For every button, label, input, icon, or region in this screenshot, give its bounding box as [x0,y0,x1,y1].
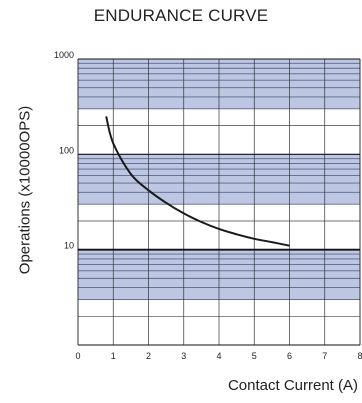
x-tick-label: 0 [75,351,80,361]
endurance-curve [105,116,290,247]
y-tick-label: 10 [64,241,74,251]
x-tick-label: 4 [216,351,221,361]
chart-title: ENDURANCE CURVE [93,6,269,25]
x-tick-label: 1 [111,351,116,361]
x-tick-label: 8 [357,351,362,361]
x-axis-label: Contact Current (A) [227,377,358,394]
y-tick-label: 1000 [54,50,74,60]
x-tick-label: 2 [146,351,151,361]
y-tick-label: 100 [59,145,74,155]
x-tick-label: 3 [181,351,186,361]
x-tick-label: 7 [322,351,327,361]
x-tick-label: 5 [252,351,257,361]
x-tick-label: 6 [287,351,292,361]
